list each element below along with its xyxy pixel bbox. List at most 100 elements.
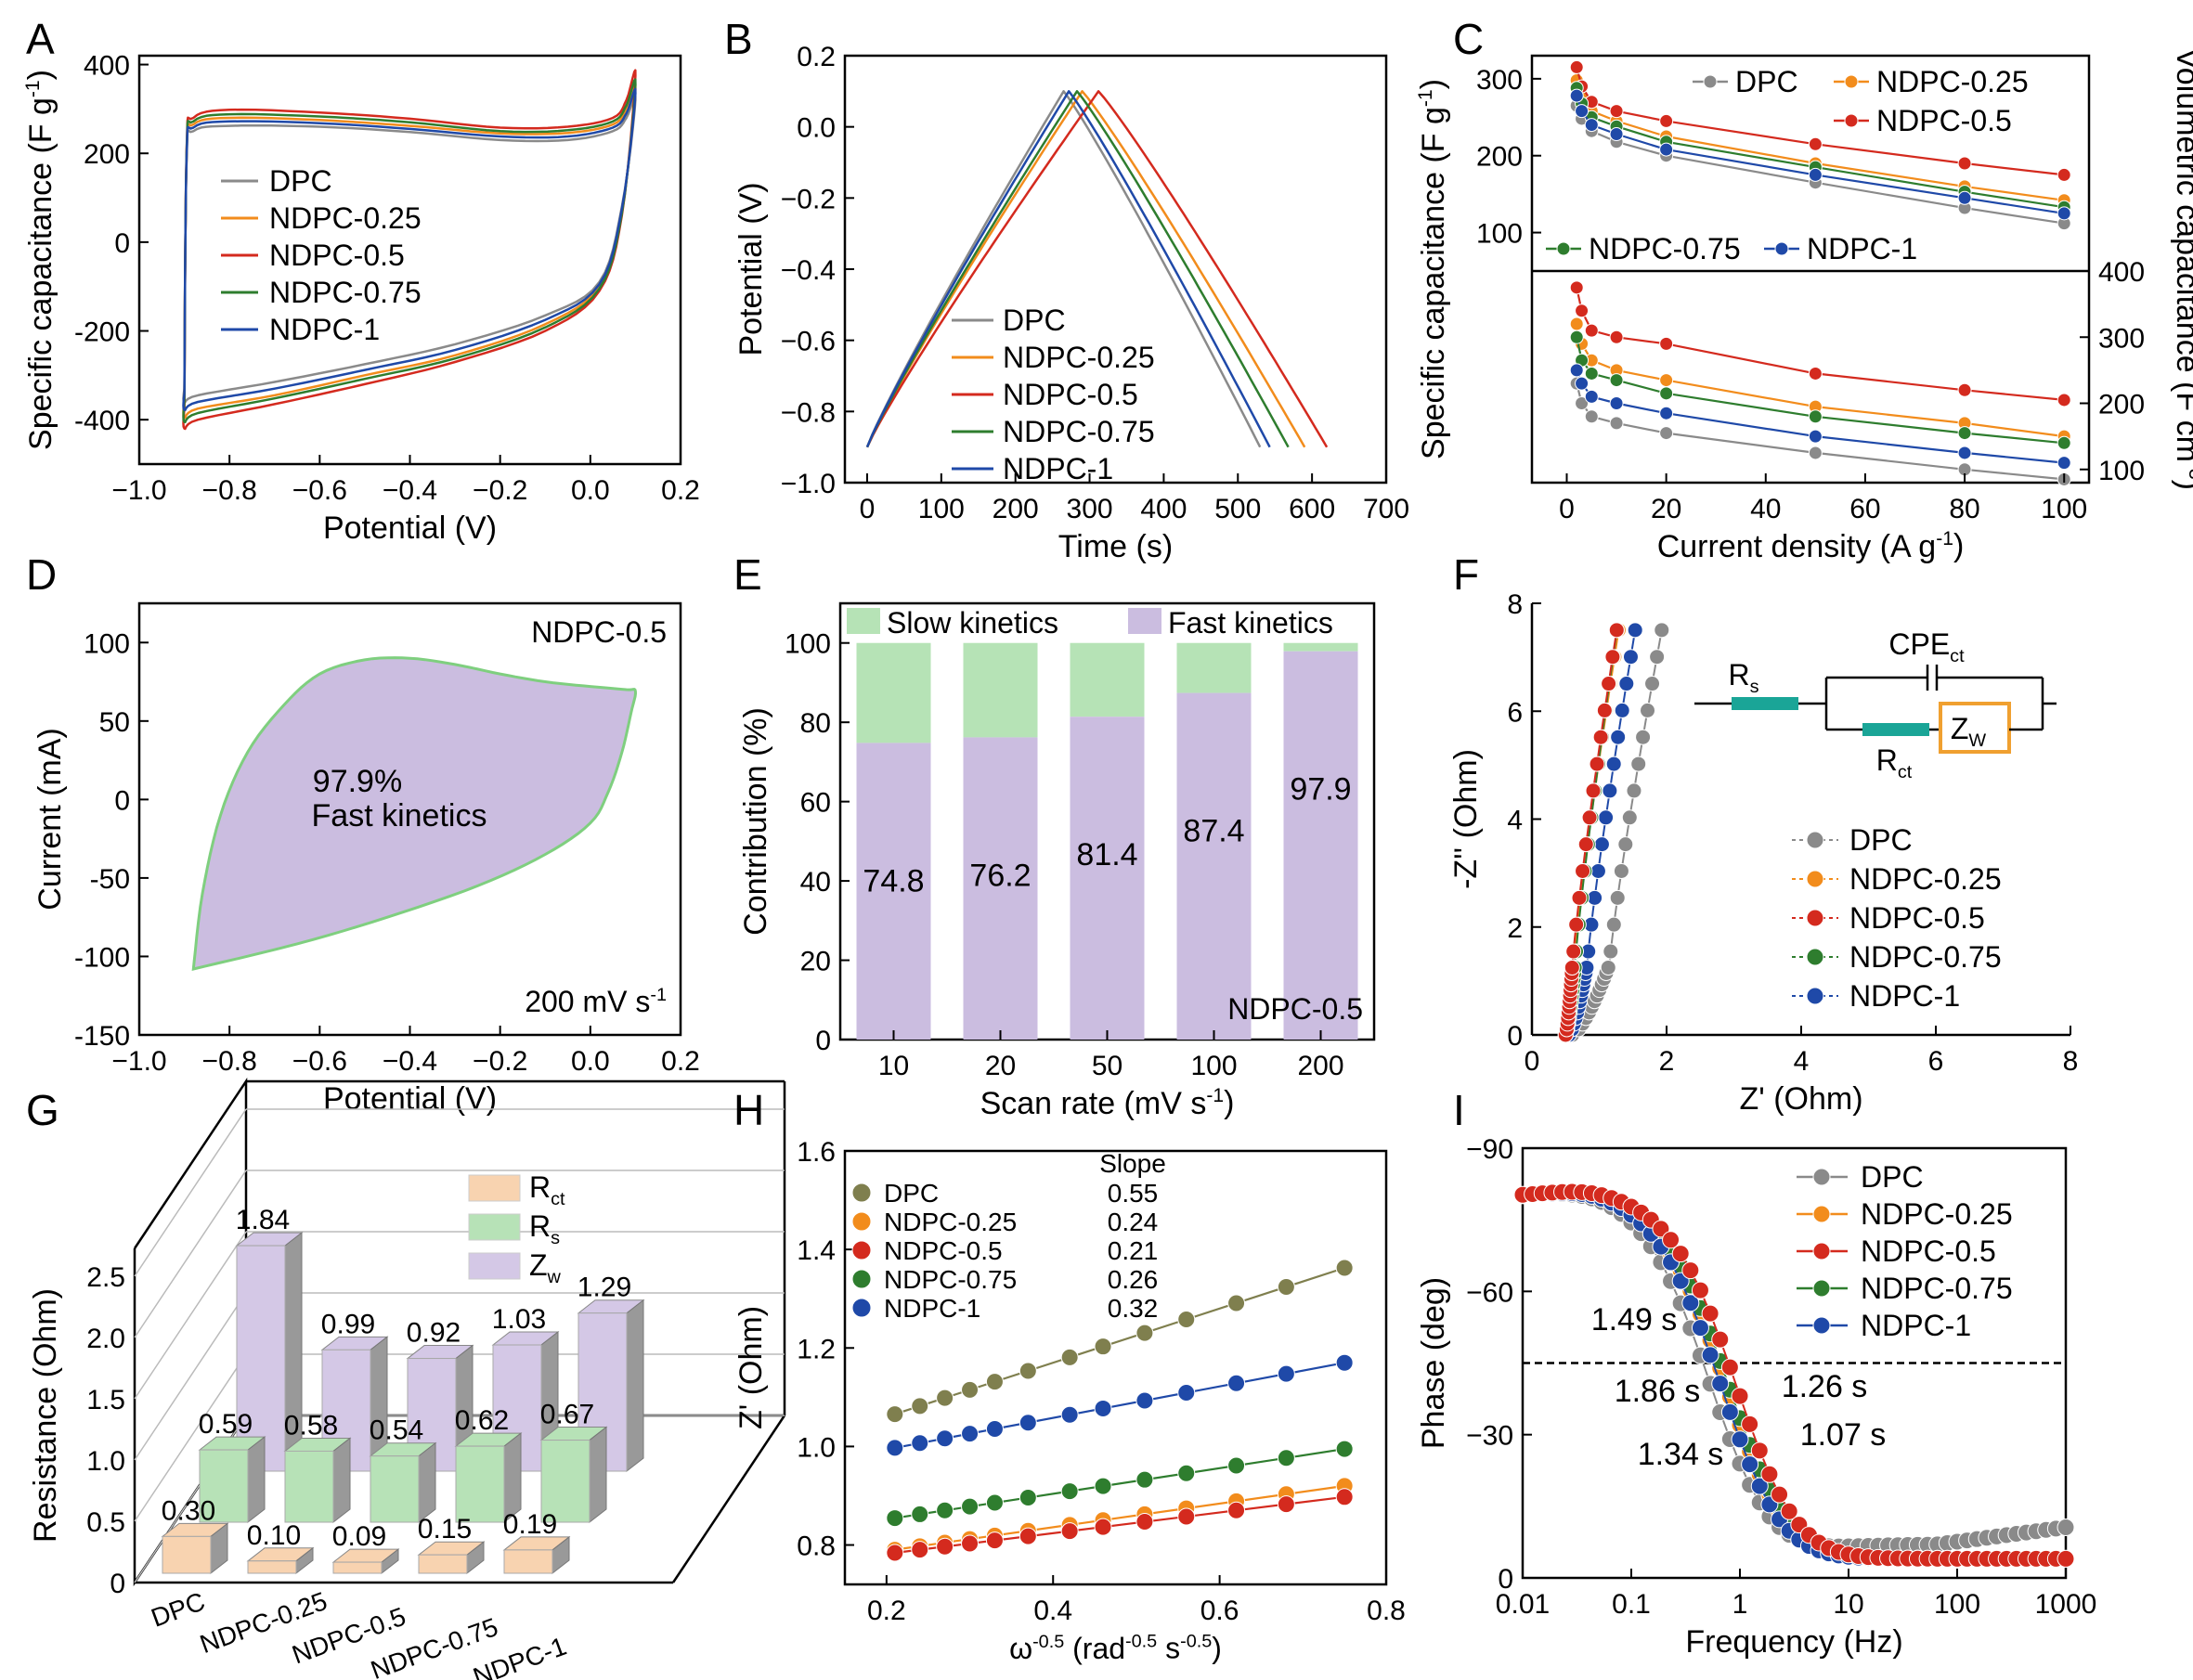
- legend-swatch-fast: [1128, 608, 1161, 634]
- y-axis-label-c: Specific capacitance (F g-1): [1415, 79, 1451, 459]
- g-right-floor-edge: [671, 1415, 786, 1583]
- label-part: -0.5: [1125, 1632, 1157, 1652]
- bode-point-NDPC-1: [1720, 1402, 1739, 1421]
- nyquist-point-NDPC-0.5: [1565, 943, 1582, 960]
- vol-point-NDPC-0.5: [1584, 323, 1599, 338]
- y-tick-label: -200: [74, 317, 130, 348]
- bode-point-NDPC-0.5: [1662, 1231, 1680, 1249]
- grav-point-NDPC-1: [1957, 190, 1972, 205]
- sample-label-d: NDPC-0.5: [531, 615, 667, 649]
- slope-title-h: Slope: [1099, 1149, 1166, 1178]
- circuit-zw-box: [1939, 702, 2011, 754]
- grav-point-NDPC-1: [1659, 142, 1674, 157]
- panel-letter: F: [1453, 550, 1479, 599]
- legend-label-h: NDPC-1: [884, 1294, 980, 1323]
- label-part: Current density (A g: [1657, 529, 1936, 564]
- g-bar-value-zw: 0.99: [321, 1309, 375, 1339]
- y-tick-label: -100: [74, 942, 130, 973]
- nyquist-point-DPC: [1617, 836, 1634, 853]
- impedance-point-NDPC-0.75: [1094, 1477, 1112, 1495]
- bode-point-NDPC-0.5: [1760, 1465, 1779, 1483]
- x-tick-label: 100: [1190, 1051, 1237, 1081]
- y-axis-label-e: Contribution (%): [738, 707, 773, 936]
- impedance-point-NDPC-0.5: [1335, 1488, 1354, 1506]
- slope-value-h: 0.21: [1108, 1236, 1159, 1265]
- x-tick-label: 6: [1928, 1046, 1944, 1077]
- label-part: s: [1750, 677, 1759, 697]
- vol-point-NDPC-0.5: [1575, 304, 1590, 318]
- nyquist-point-DPC: [1649, 649, 1666, 666]
- nyquist-point-NDPC-0.5: [1589, 756, 1605, 772]
- y-tick-label-i: −90: [1466, 1134, 1513, 1165]
- bode-point-NDPC-0.5: [1750, 1441, 1769, 1460]
- label-part: 200 mV s: [525, 985, 650, 1018]
- grav-point-NDPC-1: [1584, 118, 1599, 133]
- vol-point-NDPC-1: [1569, 363, 1584, 378]
- y-tick-label: 2: [1507, 913, 1523, 944]
- y-tick-label-i: −30: [1466, 1421, 1513, 1452]
- bode-point-NDPC-0.5: [1652, 1220, 1670, 1238]
- rate-label-d: 200 mV s-1: [525, 985, 667, 1018]
- x-tick-label-i: 100: [1934, 1589, 1980, 1620]
- y-tick-label: −0.2: [781, 184, 836, 214]
- impedance-point-NDPC-0.5: [886, 1544, 904, 1562]
- grav-point-NDPC-0.5: [2057, 167, 2071, 182]
- grav-point-NDPC-0.5: [1659, 113, 1674, 128]
- vol-point-DPC: [1584, 409, 1599, 424]
- y2-tick-label: 200: [2098, 390, 2145, 420]
- x-tick-label-i: 1: [1732, 1589, 1748, 1620]
- x-tick-label: 20: [985, 1051, 1016, 1081]
- gcd-curve-NDPC-0.75: [865, 90, 1290, 448]
- legend-marker-f: [1806, 870, 1824, 888]
- legend-label-e: Slow kinetics: [887, 606, 1058, 640]
- bode-point-NDPC-0.5: [1720, 1358, 1739, 1376]
- impedance-point-NDPC-1: [1135, 1391, 1154, 1410]
- x-tick-label: 0.6: [1200, 1596, 1239, 1626]
- cv-curve-NDPC-0.5: [182, 69, 637, 431]
- legend-label-e: Fast kinetics: [1168, 606, 1333, 640]
- legend-marker-c: [1844, 74, 1859, 89]
- nyquist-point-DPC: [1635, 729, 1652, 745]
- slope-value-h: 0.55: [1108, 1179, 1159, 1208]
- label-part: R: [529, 1209, 551, 1243]
- y-tick-label-i: 0: [1498, 1564, 1513, 1595]
- g-bar-value-rct: 0.19: [503, 1509, 557, 1540]
- time-constant-label: 1.49 s: [1591, 1302, 1678, 1338]
- vol-point-NDPC-1: [1957, 446, 1972, 460]
- label-part: (rad: [1064, 1632, 1125, 1665]
- x-axis-label-a: Potential (V): [323, 510, 497, 546]
- legend-label-h: NDPC-0.5: [884, 1236, 1003, 1265]
- vol-point-NDPC-1: [1575, 376, 1590, 391]
- x-tick-label: −0.8: [202, 475, 257, 506]
- vol-point-NDPC-0.75: [1659, 386, 1674, 401]
- label-part: s: [551, 1228, 560, 1248]
- slow-kinetics-bar: [1176, 642, 1252, 693]
- g-bar-zw-front: [236, 1245, 286, 1472]
- legend-label-h: NDPC-0.25: [884, 1208, 1017, 1236]
- g-grid-line: [134, 1170, 247, 1338]
- y-tick-label: 200: [1476, 142, 1523, 173]
- g-bar-rs-side: [418, 1441, 436, 1524]
- y-tick-label: 40: [800, 867, 831, 898]
- legend-label-a: DPC: [269, 164, 332, 198]
- nyquist-point-NDPC-0.5: [1577, 836, 1594, 853]
- y-tick-label: −1.0: [781, 469, 836, 499]
- nyquist-point-NDPC-1: [1598, 809, 1615, 826]
- y-tick-label-g: 2.5: [86, 1262, 125, 1293]
- bode-point-NDPC-1: [1750, 1477, 1769, 1495]
- legend-marker-c: [1556, 241, 1571, 256]
- bar-value-label: 74.8: [863, 863, 924, 898]
- x-tick-label: 4: [1794, 1046, 1810, 1077]
- g-bar-value-rs: 0.67: [540, 1400, 594, 1430]
- label-part: ): [22, 70, 58, 80]
- slow-kinetics-bar: [1070, 642, 1145, 717]
- bode-point-NDPC-1: [1741, 1455, 1759, 1474]
- label-part: Scan rate (mV s: [980, 1086, 1207, 1121]
- impedance-point-NDPC-0.75: [1335, 1440, 1354, 1458]
- bode-point-NDPC-0.5: [1771, 1485, 1789, 1504]
- g-bar-rct-front: [418, 1554, 468, 1574]
- bode-point-DPC: [2057, 1518, 2075, 1536]
- slope-value-h: 0.32: [1108, 1294, 1159, 1323]
- y-axis-label-h: Z' (Ohm): [733, 1306, 769, 1429]
